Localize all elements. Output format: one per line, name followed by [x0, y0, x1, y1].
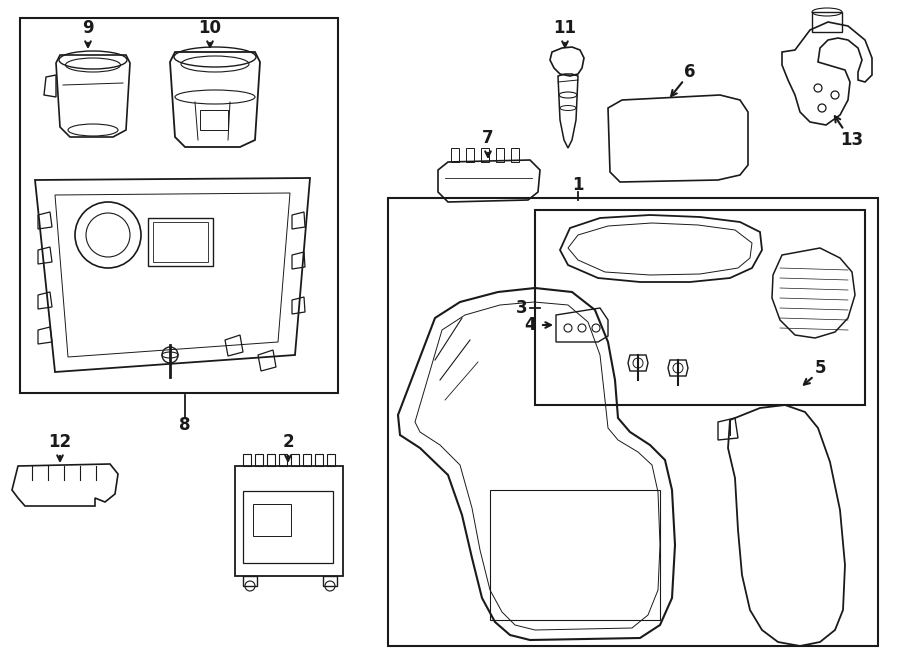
Text: 6: 6 — [684, 63, 696, 81]
Bar — [243, 454, 251, 466]
Text: 12: 12 — [49, 433, 72, 451]
Text: 1: 1 — [572, 176, 584, 194]
Text: 5: 5 — [814, 359, 826, 377]
Bar — [235, 466, 343, 576]
Bar — [291, 454, 299, 466]
Bar — [481, 148, 489, 162]
Text: 7: 7 — [482, 129, 494, 147]
Bar — [388, 198, 878, 646]
Text: 4: 4 — [524, 316, 536, 334]
Bar — [812, 12, 842, 32]
Bar — [451, 148, 459, 162]
Bar — [496, 148, 504, 162]
Bar — [511, 148, 519, 162]
Text: 10: 10 — [199, 19, 221, 37]
Text: 3: 3 — [517, 299, 527, 317]
Text: 9: 9 — [82, 19, 94, 37]
Bar — [243, 576, 257, 586]
Text: 2: 2 — [283, 433, 293, 451]
Bar — [243, 491, 333, 563]
Bar — [315, 454, 323, 466]
Bar — [153, 222, 208, 262]
Bar — [323, 576, 337, 586]
Text: 13: 13 — [841, 131, 864, 149]
Bar — [303, 454, 311, 466]
Bar — [490, 490, 660, 620]
Text: 8: 8 — [179, 416, 191, 434]
Bar — [279, 454, 287, 466]
Bar — [466, 148, 474, 162]
Bar — [148, 218, 213, 266]
Bar — [535, 210, 865, 405]
Bar — [255, 454, 263, 466]
Bar — [20, 18, 338, 393]
Text: 11: 11 — [554, 19, 577, 37]
Bar — [267, 454, 275, 466]
Bar — [200, 110, 228, 130]
Bar — [253, 504, 291, 536]
Bar — [327, 454, 335, 466]
